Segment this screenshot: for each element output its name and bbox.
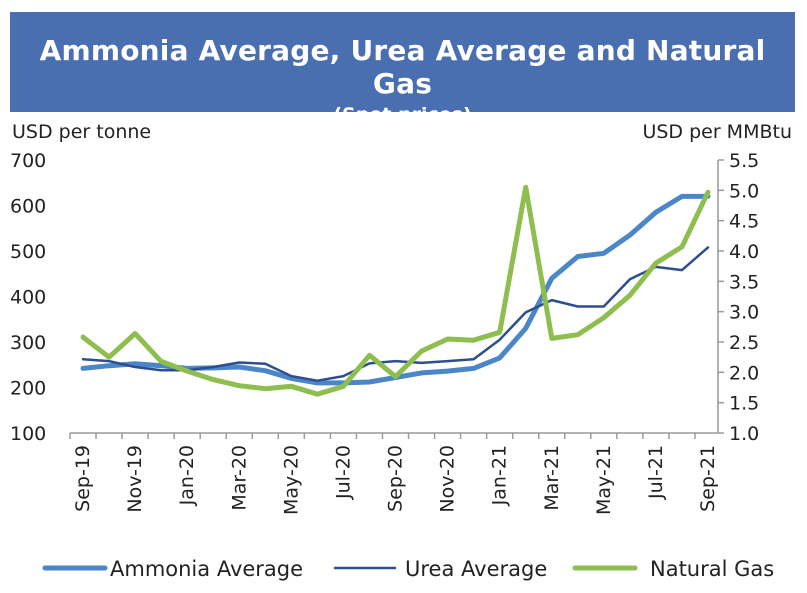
right-y-tick-label: 1.5 <box>729 393 759 415</box>
left-y-tick-label: 600 <box>10 196 46 218</box>
x-tick-label: Nov-20 <box>437 445 459 513</box>
series-line-urea-average <box>81 246 710 382</box>
x-tick-label: Mar-20 <box>228 445 250 511</box>
right-y-tick-label: 1.0 <box>729 423 759 445</box>
legend-label: Natural Gas <box>650 557 774 581</box>
left-y-tick-label: 200 <box>10 378 46 400</box>
right-y-tick-label: 2.0 <box>729 362 759 384</box>
left-axis-label: USD per tonne <box>12 121 151 143</box>
left-y-tick-label: 400 <box>10 287 46 309</box>
series-line-ammonia-average <box>80 193 711 386</box>
chart-subtitle: (Spot prices) <box>333 104 472 126</box>
x-tick-label: Sep-19 <box>72 445 94 512</box>
left-y-tick-label: 500 <box>10 241 46 263</box>
left-y-tick-label: 100 <box>10 423 46 445</box>
x-tick-label: May-20 <box>280 445 302 515</box>
chart-title-banner: Ammonia Average, Urea Average and Natura… <box>10 12 795 126</box>
x-tick-label: Mar-21 <box>541 445 563 511</box>
right-y-tick-label: 5.0 <box>729 180 759 202</box>
left-y-tick-label: 300 <box>10 332 46 354</box>
right-y-tick-label: 2.5 <box>729 332 759 354</box>
x-tick-label: Nov-19 <box>124 445 146 513</box>
left-y-tick-label: 700 <box>10 150 46 172</box>
legend-label: Urea Average <box>405 557 547 581</box>
right-y-tick-label: 4.0 <box>729 241 759 263</box>
x-tick-label: Sep-20 <box>385 445 407 512</box>
right-y-tick-label: 4.5 <box>729 211 759 233</box>
legend-label: Ammonia Average <box>110 557 303 581</box>
x-tick-label: Jul-21 <box>645 445 667 500</box>
chart-title: Ammonia Average, Urea Average and Natura… <box>39 34 766 100</box>
x-tick-label: May-21 <box>593 445 615 515</box>
x-tick-label: Jul-20 <box>332 445 354 500</box>
series-line-natural-gas <box>80 184 711 397</box>
right-y-tick-label: 3.0 <box>729 302 759 324</box>
x-tick-label: Sep-21 <box>697 445 719 512</box>
x-tick-label: Jan-20 <box>176 445 198 506</box>
right-axis-label: USD per MMBtu <box>642 121 792 143</box>
x-tick-label: Jan-21 <box>489 445 511 506</box>
right-y-tick-label: 5.5 <box>729 150 759 172</box>
right-y-tick-label: 3.5 <box>729 271 759 293</box>
